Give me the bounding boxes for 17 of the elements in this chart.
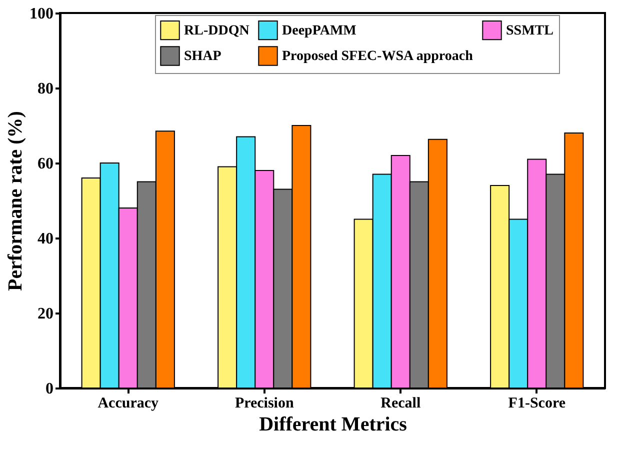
legend-label: DeepPAMM <box>282 23 356 38</box>
y-tick-label: 0 <box>46 380 54 398</box>
y-tick-label: 80 <box>38 80 54 98</box>
y-tick-label: 60 <box>38 156 54 172</box>
x-tick-label: Recall <box>380 396 421 412</box>
x-axis-title: Different Metrics <box>259 414 408 436</box>
y-tick-label: 100 <box>30 6 54 22</box>
y-tick-label: 20 <box>38 306 54 322</box>
x-tick-label: Accuracy <box>98 396 160 412</box>
y-tick-label: 40 <box>38 230 54 248</box>
legend-label: SSMTL <box>506 23 554 38</box>
legend-label: SHAP <box>184 49 222 64</box>
x-tick-label: F1-Score <box>508 396 566 412</box>
legend-label: RL-DDQN <box>184 23 250 38</box>
x-tick-label: Precision <box>234 396 294 412</box>
legend-label: Proposed SFEC-WSA approach <box>282 49 474 64</box>
y-axis-title: Performane rate (%) <box>4 111 26 291</box>
